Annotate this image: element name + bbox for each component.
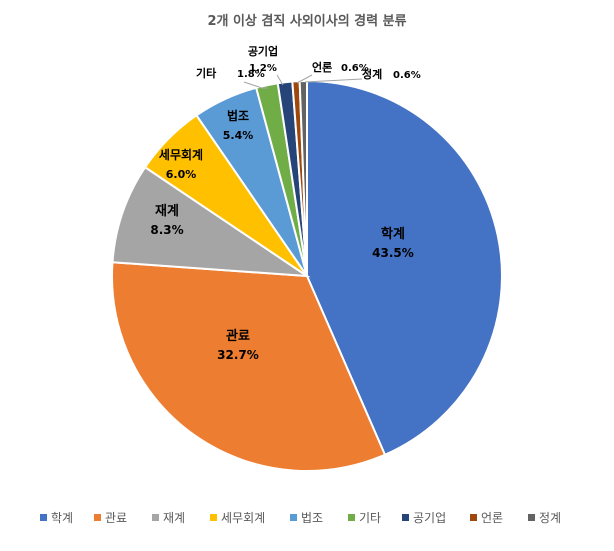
data-label-name-7: 공기업 — [248, 44, 278, 58]
legend-label-4: 세무회계 — [221, 511, 265, 525]
data-label-name-1: 학계 — [381, 226, 405, 242]
data-label-value-4: 6.0% — [166, 168, 197, 181]
legend-swatch-5 — [290, 514, 297, 521]
legend: 학계 관료 재계 세무회계 법조 기타 공기업 언론 정계 — [40, 511, 561, 525]
data-label-name-5: 법조 — [227, 108, 249, 123]
legend-swatch-8 — [470, 514, 477, 521]
pie-slice-2 — [111, 261, 387, 472]
legend-label-9: 정계 — [539, 511, 561, 525]
legend-swatch-4 — [210, 514, 217, 521]
legend-swatch-3 — [152, 514, 159, 521]
leader-line-6 — [243, 81, 268, 89]
data-labels: 학계 43.5% 관료 32.7% 재계 8.3% 세무회계 6.0% 법조 5.4% 기타 1.8%… — [150, 44, 420, 362]
leader-line-7 — [276, 74, 284, 86]
data-label-value-5: 5.4% — [223, 129, 254, 142]
data-label-value-7: 1.2% — [249, 63, 277, 74]
legend-label-8: 언론 — [481, 511, 503, 525]
legend-label-6: 기타 — [359, 511, 381, 525]
chart-title: 2개 이상 겸직 사외이사의 경력 분류 — [207, 13, 406, 29]
data-label-value-3: 8.3% — [150, 223, 183, 237]
data-label-name-4: 세무회계 — [159, 147, 203, 162]
legend-swatch-6 — [348, 514, 355, 521]
data-label-value-9: 0.6% — [393, 70, 421, 81]
pie-slices — [111, 79, 503, 472]
data-label-value-2: 32.7% — [217, 348, 259, 362]
leader-lines — [243, 74, 363, 89]
leader-line-9 — [304, 78, 363, 83]
data-label-value-1: 43.5% — [372, 246, 414, 260]
data-label-name-9: 정계 — [362, 67, 382, 81]
legend-label-1: 학계 — [51, 511, 73, 525]
pie-slice-1 — [306, 79, 503, 457]
legend-swatch-1 — [40, 514, 47, 521]
legend-label-3: 재계 — [163, 511, 185, 525]
legend-label-5: 법조 — [301, 511, 323, 525]
data-label-name-6: 기타 — [196, 66, 217, 80]
legend-label-2: 관료 — [105, 511, 127, 525]
data-label-value-6: 1.8% — [237, 69, 265, 80]
pie-slice-3 — [111, 165, 311, 278]
leader-line-8 — [296, 74, 313, 84]
legend-swatch-7 — [402, 514, 409, 521]
legend-swatch-9 — [528, 514, 535, 521]
data-label-name-8: 언론 — [312, 61, 332, 74]
data-label-name-2: 관료 — [226, 328, 250, 344]
data-label-value-8: 0.6% — [341, 63, 369, 74]
legend-label-7: 공기업 — [413, 511, 446, 525]
data-label-name-3: 재계 — [155, 204, 179, 219]
legend-swatch-2 — [94, 514, 101, 521]
